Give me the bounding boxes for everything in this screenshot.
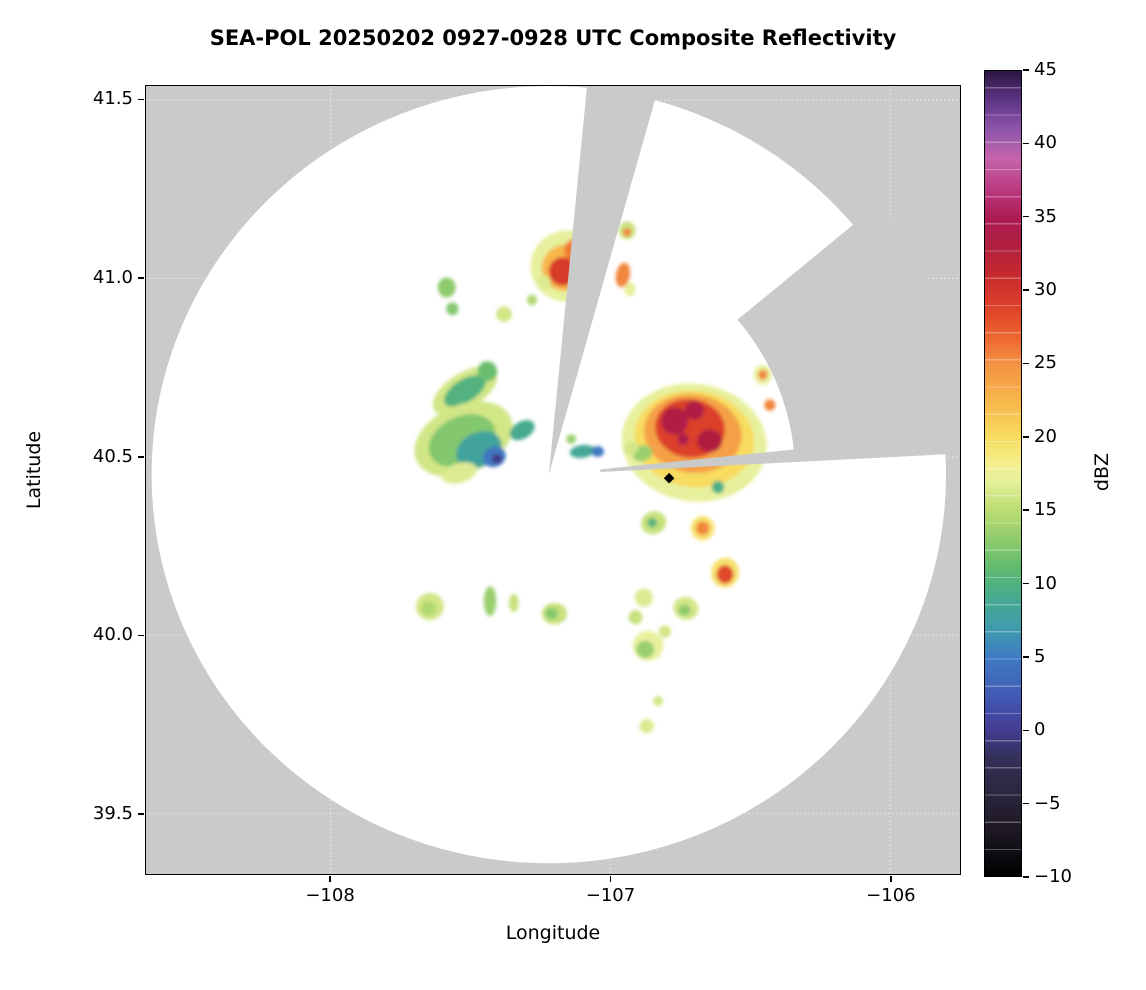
colorbar-tick-label: 10 [1034,572,1057,594]
x-tick-mark [609,876,612,882]
chart-title: SEA-POL 20250202 0927-0928 UTC Composite… [209,26,897,50]
colorbar-label: dBZ [1091,452,1113,492]
colorbar-tick-label: 30 [1034,279,1057,301]
colorbar-tick-mark [1023,582,1029,585]
y-tick-label: 41.5 [92,88,133,110]
colorbar-tick-mark [1023,656,1029,658]
x-tick-label: −107 [585,885,636,906]
colorbar-tick-mark [1023,362,1029,365]
y-axis-label: Latitude [23,430,45,510]
colorbar-tick-label: 35 [1034,205,1057,227]
colorbar-tick-label: −5 [1034,792,1061,814]
colorbar-tick-mark [1023,289,1029,291]
x-tick-label: −106 [866,885,916,906]
colorbar-tick-label: 45 [1034,59,1057,80]
colorbar-tick-label: 20 [1034,425,1057,447]
y-tick-mark [138,277,144,279]
colorbar-tick-label: −10 [1034,866,1072,887]
colorbar-tick-mark [1023,142,1029,145]
colorbar-tick-label: 25 [1034,352,1057,374]
y-tick-mark [138,813,144,815]
colorbar-tick-mark [1023,729,1029,732]
colorbar-tick-mark [1023,69,1029,71]
colorbar-tick-mark [1023,509,1029,511]
y-tick-mark [138,456,144,458]
x-tick-mark [329,876,331,882]
radar-scan-area [151,86,947,864]
y-tick-mark [138,634,144,637]
colorbar-tick-label: 0 [1034,719,1046,741]
colorbar-tick-label: 5 [1034,645,1046,667]
y-tick-label: 39.5 [92,803,133,825]
colorbar-tick-label: 15 [1034,499,1057,521]
y-tick-mark [138,98,144,101]
missing-data-sector [600,204,960,473]
x-tick-label: −108 [305,885,355,906]
colorbar-tick-mark [1023,436,1029,438]
missing-data-sector [548,86,659,475]
y-tick-label: 41.0 [92,267,133,289]
plot-area [145,85,961,875]
colorbar-tick-mark [1023,802,1029,805]
y-tick-label: 40.0 [92,624,133,646]
radar-plot-svg [146,86,960,874]
colorbar-tick-label: 40 [1034,132,1057,154]
y-tick-label: 40.5 [92,445,133,467]
colorbar [984,70,1022,877]
colorbar-gradient [985,71,1021,876]
x-axis-label: Longitude [505,922,601,944]
colorbar-tick-mark [1023,876,1029,878]
colorbar-segments [985,71,1021,876]
colorbar-tick-mark [1023,215,1029,218]
x-tick-mark [890,876,892,882]
